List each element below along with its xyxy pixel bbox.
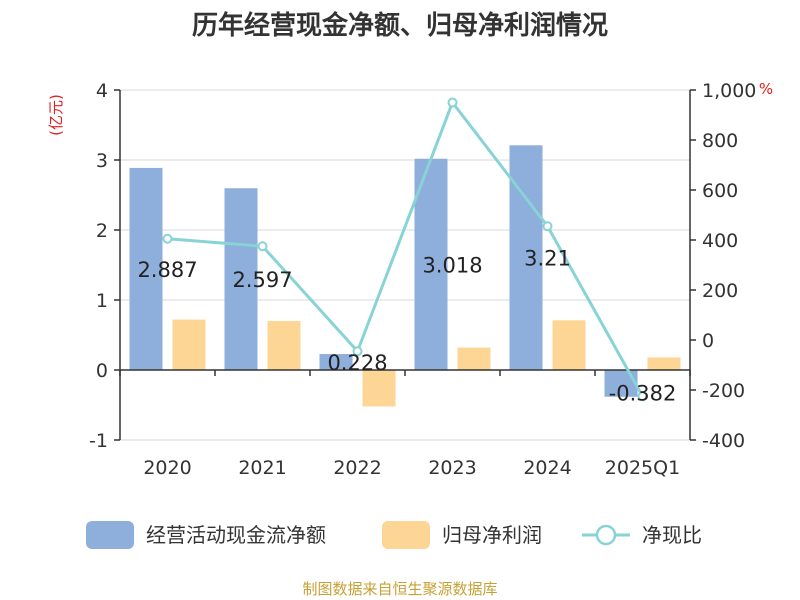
bar-cashflow — [224, 188, 258, 370]
legend-swatch-netprofit — [382, 521, 430, 549]
chart-title: 历年经营现金净额、归母净利润情况 — [192, 10, 608, 41]
legend-label-netprofit: 归母净利润 — [442, 523, 542, 547]
left-tick-label: -1 — [89, 430, 108, 452]
left-tick-label: 3 — [96, 150, 108, 172]
right-tick-label: -200 — [702, 380, 745, 402]
cashflow-data-label: -0.382 — [609, 382, 677, 406]
bar-netprofit — [267, 321, 301, 370]
legend-swatch-ratio-marker — [595, 524, 617, 546]
bar-netprofit — [172, 319, 206, 370]
ratio-point — [637, 391, 648, 402]
right-tick-label: -400 — [702, 430, 745, 452]
ratio-point — [542, 221, 553, 232]
right-tick-label: 600 — [702, 180, 738, 202]
cashflow-data-label: 2.597 — [232, 268, 292, 292]
category-label: 2023 — [428, 457, 476, 479]
bar-series — [129, 145, 681, 407]
ratio-line — [167, 101, 644, 397]
left-tick-label: 1 — [96, 290, 108, 312]
legend-swatch-cashflow — [86, 521, 134, 549]
category-label: 2020 — [143, 457, 191, 479]
bar-cashflow — [414, 158, 448, 370]
ratio-line-series — [162, 97, 648, 402]
right-axis-unit: % — [759, 80, 773, 98]
ratio-point — [352, 346, 363, 357]
bar-cashflow — [129, 167, 163, 370]
category-label: 2021 — [238, 457, 286, 479]
category-label: 2024 — [523, 457, 571, 479]
data-labels: 2.887 2.597 0.228 3.018 3.21 -0.382 — [137, 247, 676, 406]
ratio-point — [447, 97, 458, 108]
bar-netprofit — [552, 320, 586, 370]
legend-label-cashflow: 经营活动现金流净额 — [146, 523, 326, 547]
cashflow-data-label: 0.228 — [327, 351, 387, 375]
ratio-point — [162, 233, 173, 244]
cashflow-data-label: 3.21 — [524, 247, 571, 271]
legend: 经营活动现金流净额 归母净利润 净现比 — [86, 521, 702, 549]
left-axis-unit: (亿元) — [47, 94, 65, 136]
right-tick-label: 200 — [702, 280, 738, 302]
bar-netprofit — [647, 357, 681, 370]
category-label: 2025Q1 — [605, 457, 680, 479]
category-label: 2022 — [333, 457, 381, 479]
right-tick-label: 800 — [702, 130, 738, 152]
legend-label-ratio: 净现比 — [642, 523, 702, 547]
bar-cashflow — [319, 354, 353, 370]
left-tick-label: 4 — [96, 80, 108, 102]
cashflow-data-label: 2.887 — [137, 258, 197, 282]
left-tick-label: 0 — [96, 360, 108, 382]
ratio-point — [257, 241, 268, 252]
right-tick-label: 0 — [702, 330, 714, 352]
left-tick-label: 2 — [96, 220, 108, 242]
bar-netprofit — [457, 347, 491, 370]
right-tick-label: 400 — [702, 230, 738, 252]
right-tick-label: 1,000 — [702, 80, 756, 102]
axes: 4 3 2 1 0 -1 1,000 800 600 400 200 0 -200 -400 2020 202… — [89, 80, 756, 479]
cashflow-data-label: 3.018 — [422, 253, 482, 277]
source-note: 制图数据来自恒生聚源数据库 — [302, 580, 497, 598]
bar-netprofit — [362, 370, 396, 407]
